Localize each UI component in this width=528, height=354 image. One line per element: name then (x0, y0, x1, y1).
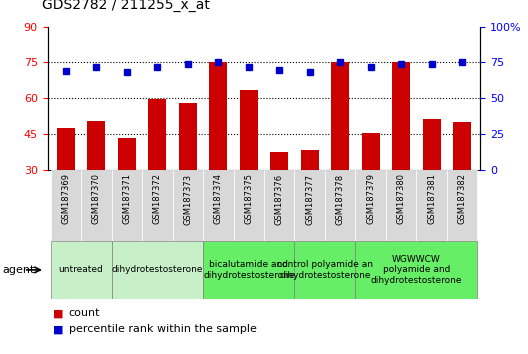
Text: GDS2782 / 211255_x_at: GDS2782 / 211255_x_at (42, 0, 210, 12)
Bar (148, 99, 166, 170)
Bar (173, 170, 203, 241)
Text: GSM187369: GSM187369 (61, 173, 70, 224)
Bar (51, 241, 111, 299)
Text: GSM187379: GSM187379 (366, 173, 375, 224)
Bar (203, 241, 295, 299)
Text: GSM187370: GSM187370 (92, 173, 101, 224)
Bar (300, 150, 319, 170)
Bar (81, 170, 111, 241)
Text: untreated: untreated (59, 266, 103, 274)
Text: GSM187374: GSM187374 (214, 173, 223, 224)
Text: dihydrotestosterone: dihydrotestosterone (111, 266, 203, 274)
Bar (295, 170, 325, 241)
Bar (422, 119, 441, 170)
Bar (178, 103, 197, 170)
Bar (111, 170, 142, 241)
Bar (295, 241, 355, 299)
Bar (447, 170, 477, 241)
Bar (203, 170, 233, 241)
Text: count: count (69, 308, 100, 318)
Bar (111, 241, 203, 299)
Text: ■: ■ (53, 308, 63, 318)
Text: ■: ■ (53, 324, 63, 334)
Bar (240, 90, 258, 170)
Text: agent: agent (3, 265, 35, 275)
Text: GSM187373: GSM187373 (183, 173, 192, 224)
Bar (386, 170, 417, 241)
Text: GSM187381: GSM187381 (427, 173, 436, 224)
Bar (209, 62, 228, 170)
Text: percentile rank within the sample: percentile rank within the sample (69, 324, 257, 334)
Text: bicalutamide and
dihydrotestosterone: bicalutamide and dihydrotestosterone (203, 260, 295, 280)
Bar (362, 133, 380, 170)
Bar (417, 170, 447, 241)
Text: GSM187372: GSM187372 (153, 173, 162, 224)
Text: GSM187382: GSM187382 (458, 173, 467, 224)
Text: GSM187371: GSM187371 (122, 173, 131, 224)
Text: GSM187375: GSM187375 (244, 173, 253, 224)
Bar (87, 121, 106, 170)
Text: GSM187380: GSM187380 (397, 173, 406, 224)
Text: GSM187376: GSM187376 (275, 173, 284, 224)
Bar (270, 152, 288, 170)
Bar (325, 170, 355, 241)
Bar (51, 170, 81, 241)
Text: control polyamide an
dihydrotestosterone: control polyamide an dihydrotestosterone (277, 260, 373, 280)
Bar (453, 122, 472, 170)
Bar (355, 241, 477, 299)
Bar (142, 170, 173, 241)
Text: GSM187378: GSM187378 (336, 173, 345, 224)
Bar (331, 62, 350, 170)
Bar (392, 62, 410, 170)
Bar (118, 138, 136, 170)
Bar (355, 170, 386, 241)
Bar (56, 128, 75, 170)
Bar (264, 170, 295, 241)
Text: WGWWCW
polyamide and
dihydrotestosterone: WGWWCW polyamide and dihydrotestosterone (371, 255, 462, 285)
Bar (233, 170, 264, 241)
Text: GSM187377: GSM187377 (305, 173, 314, 224)
